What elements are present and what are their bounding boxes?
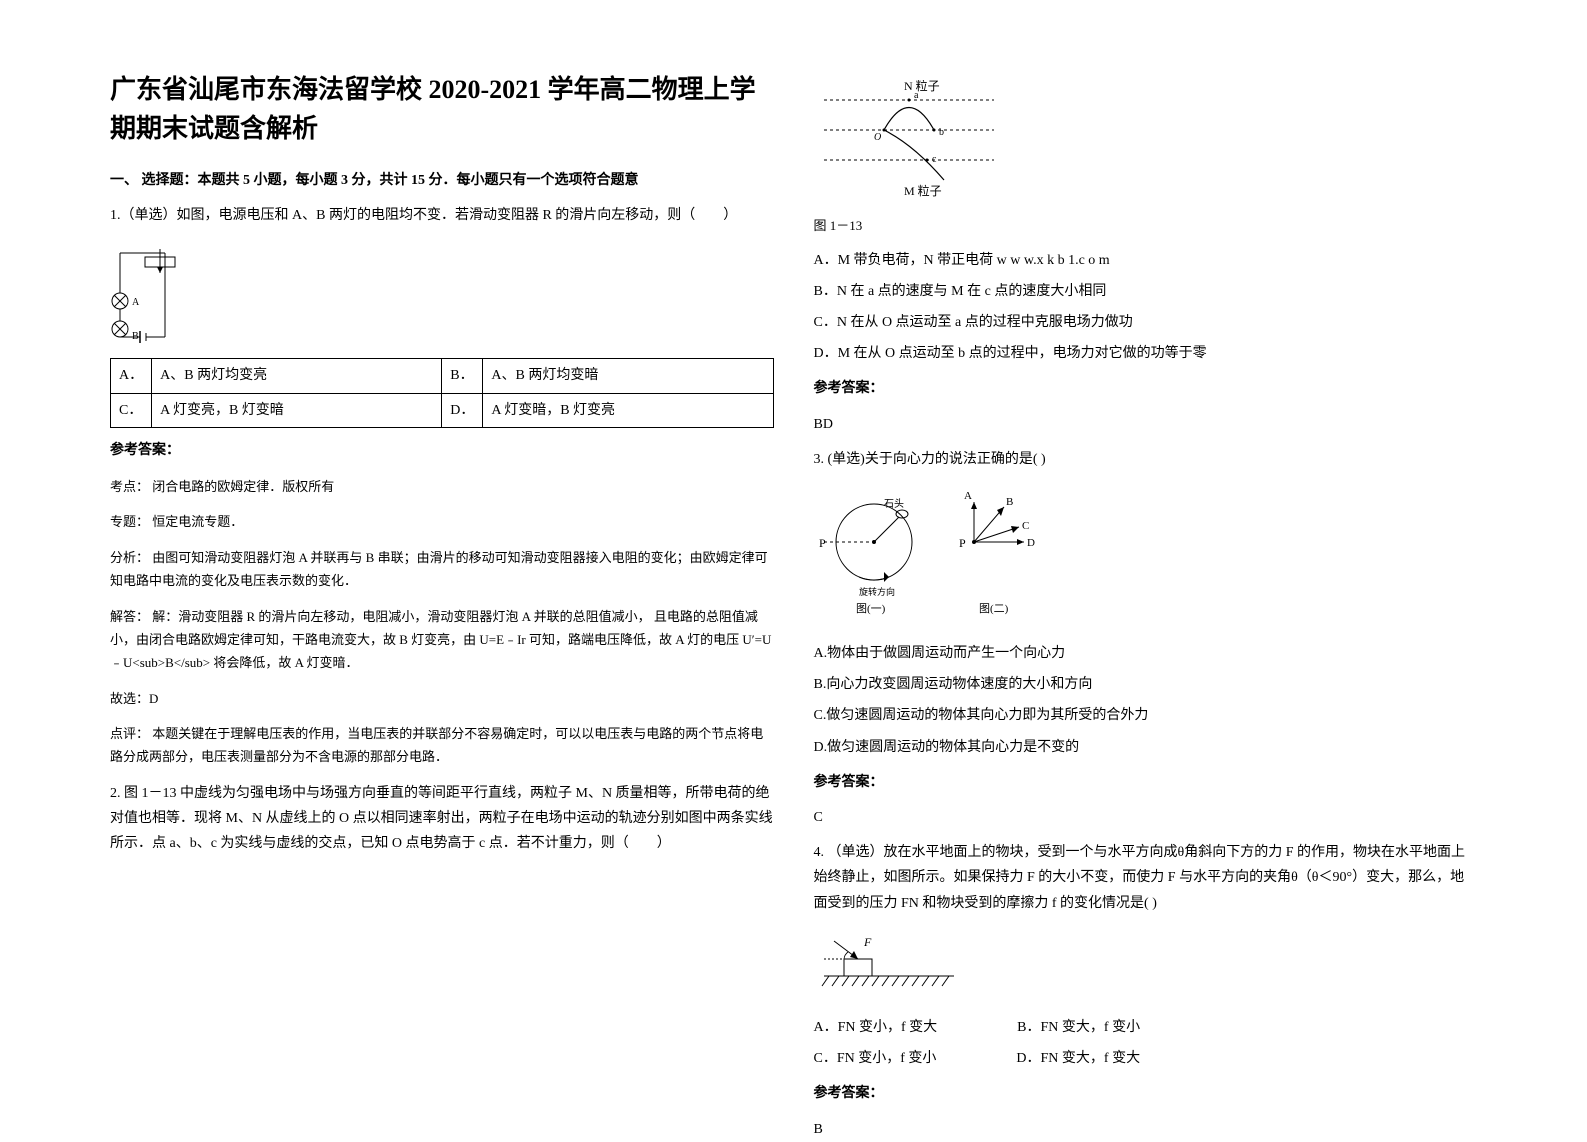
q3-opt-c: C.做匀速圆周运动的物体其向心力即为其所受的合外力 — [814, 703, 1478, 728]
fig-c: c — [932, 154, 937, 165]
q1-opt-a: A、B 两灯均变亮 — [152, 359, 442, 393]
q1-answer-label: 参考答案： — [110, 438, 774, 463]
q3-figure: P 石头 旋转方向 图(一) P A B C D 图(二) — [814, 487, 1478, 626]
q2-opt-b: B．N 在 a 点的速度与 M 在 c 点的速度大小相同 — [814, 279, 1478, 304]
q1-para-3: 分析： 由图可知滑动变阻器灯泡 A 并联再与 B 串联；由滑片的移动可知滑动变阻… — [110, 546, 774, 593]
fig-b: b — [939, 127, 944, 138]
q1-para-6: 点评： 本题关键在于理解电压表的作用，当电压表的并联部分不容易确定时，可以以电压… — [110, 722, 774, 769]
q4-figure: F — [814, 931, 1478, 1000]
q4-answer: B — [814, 1117, 1478, 1142]
q2-opt-d: D．M 在从 O 点运动至 b 点的过程中，电场力对它做的功等于零 — [814, 341, 1478, 366]
q2-answer: BD — [814, 412, 1478, 437]
q1-opt-d-label: D． — [442, 393, 483, 427]
q1-para-1: 考点： 闭合电路的欧姆定律．版权所有 — [110, 475, 774, 498]
q3-d: D — [1027, 537, 1035, 549]
q4-opt-c: C．FN 变小，f 变小 — [814, 1046, 937, 1071]
q3-stone: 石头 — [884, 498, 904, 510]
q4-stem: 4. （单选）放在水平地面上的物块，受到一个与水平方向成θ角斜向下方的力 F 的… — [814, 840, 1478, 916]
q3-answer: C — [814, 805, 1478, 830]
q4-opt-a: A．FN 变小，f 变大 — [814, 1015, 938, 1040]
q3-rot: 旋转方向 — [859, 586, 895, 597]
q4-opt-d: D．FN 变大，f 变大 — [1016, 1046, 1140, 1071]
fig-a: a — [914, 90, 919, 101]
q3-a: A — [964, 490, 972, 502]
q2-stem: 2. 图 1－13 中虚线为匀强电场中与场强方向垂直的等间距平行直线，两粒子 M… — [110, 781, 774, 857]
q3-opt-a: A.物体由于做圆周运动而产生一个向心力 — [814, 641, 1478, 666]
circuit-label-a: A — [132, 297, 140, 308]
table-row: C． A 灯变亮，B 灯变暗 D． A 灯变暗，B 灯变亮 — [111, 393, 774, 427]
doc-title: 广东省汕尾市东海法留学校 2020-2021 学年高二物理上学期期末试题含解析 — [110, 70, 774, 148]
q3-b: B — [1006, 496, 1013, 508]
q1-opt-b: A、B 两灯均变暗 — [483, 359, 773, 393]
q1-opt-d: A 灯变暗，B 灯变亮 — [483, 393, 773, 427]
q3-opt-d: D.做匀速圆周运动的物体其向心力是不变的 — [814, 735, 1478, 760]
q1-para-4: 解答： 解：滑动变阻器 R 的滑片向左移动，电阻减小，滑动变阻器灯泡 A 并联的… — [110, 605, 774, 675]
fig-n-label: N 粒子 — [904, 80, 940, 93]
q2-opt-a: A．M 带负电荷，N 带正电荷 w w w.x k b 1.c o m — [814, 248, 1478, 273]
table-row: A． A、B 两灯均变亮 B． A、B 两灯均变暗 — [111, 359, 774, 393]
q1-stem: 1.（单选）如图，电源电压和 A、B 两灯的电阻均不变．若滑动变阻器 R 的滑片… — [110, 203, 774, 228]
q2-answer-label: 参考答案： — [814, 376, 1478, 401]
section-1-heading: 一、 选择题：本题共 5 小题，每小题 3 分，共计 15 分．每小题只有一个选… — [110, 168, 774, 193]
q4-opt-b: B．FN 变大，f 变小 — [1017, 1015, 1140, 1040]
q1-opt-c: A 灯变亮，B 灯变暗 — [152, 393, 442, 427]
q3-fig1-label: 图(一) — [856, 602, 886, 615]
q2-figure: N 粒子 a O b c M 粒子 图 1－13 — [814, 80, 1478, 238]
q2-figure-label: 图 1－13 — [814, 214, 1478, 237]
q3-p1: P — [819, 536, 826, 550]
q4-f-label: F — [863, 935, 872, 949]
q3-p2: P — [959, 536, 966, 550]
q1-opt-b-label: B． — [442, 359, 483, 393]
q1-opt-a-label: A． — [111, 359, 152, 393]
q1-circuit-figure: A B — [110, 243, 180, 343]
q3-c: C — [1022, 520, 1029, 532]
q3-opt-b: B.向心力改变圆周运动物体速度的大小和方向 — [814, 672, 1478, 697]
q3-answer-label: 参考答案： — [814, 770, 1478, 795]
q4-answer-label: 参考答案： — [814, 1081, 1478, 1106]
q3-stem: 3. (单选)关于向心力的说法正确的是( ) — [814, 447, 1478, 472]
q1-para-2: 专题： 恒定电流专题． — [110, 510, 774, 533]
q2-opt-c: C．N 在从 O 点运动至 a 点的过程中克服电场力做功 — [814, 310, 1478, 335]
q1-opt-c-label: C． — [111, 393, 152, 427]
fig-m-label: M 粒子 — [904, 183, 942, 198]
q3-fig2-label: 图(二) — [979, 602, 1009, 615]
q1-options-table: A． A、B 两灯均变亮 B． A、B 两灯均变暗 C． A 灯变亮，B 灯变暗… — [110, 358, 774, 427]
fig-o: O — [874, 132, 881, 143]
q1-para-5: 故选：D — [110, 687, 774, 710]
